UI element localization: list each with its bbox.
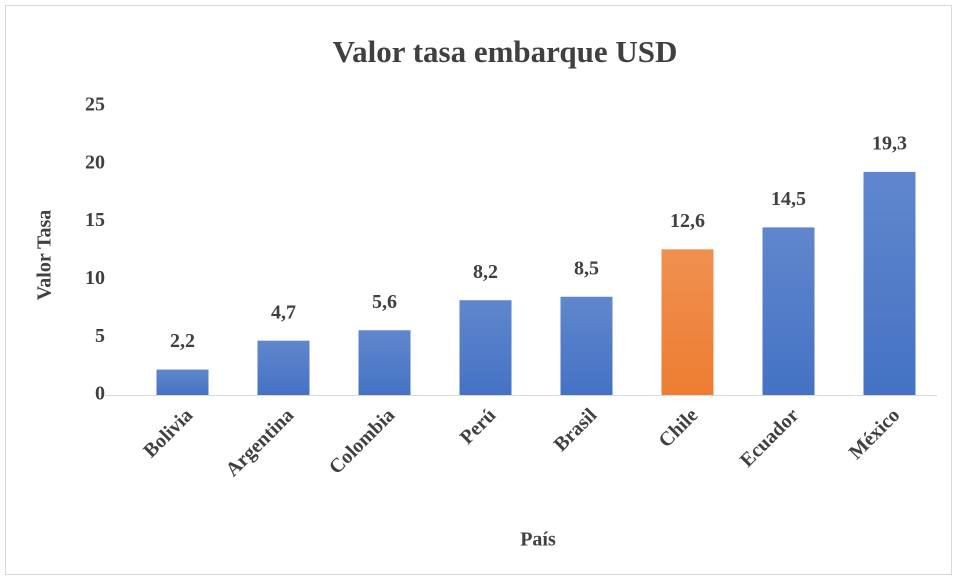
y-axis-label: Valor Tasa	[34, 210, 56, 301]
y-tick-label: 15	[85, 209, 105, 231]
bar	[358, 330, 411, 395]
bar	[560, 296, 613, 395]
bar	[156, 369, 209, 395]
data-label: 5,6	[372, 291, 397, 313]
bar	[661, 249, 714, 395]
bar	[459, 300, 512, 395]
data-label: 2,2	[170, 330, 195, 352]
data-label: 4,7	[271, 301, 296, 323]
bar	[863, 171, 916, 395]
bar	[257, 340, 310, 395]
chart-title: Valor tasa embarque USD	[333, 34, 678, 69]
y-tick-label: 5	[95, 325, 105, 347]
x-axis-label: País	[520, 529, 556, 551]
y-tick-label: 25	[85, 94, 105, 116]
y-tick-label: 10	[85, 267, 105, 289]
bar	[762, 227, 815, 395]
y-tick-label: 0	[95, 383, 105, 405]
y-tick-label: 20	[85, 151, 105, 173]
data-label: 12,6	[670, 210, 705, 232]
data-label: 19,3	[872, 132, 907, 154]
data-label: 8,5	[574, 257, 599, 279]
data-label: 14,5	[771, 188, 806, 210]
data-label: 8,2	[473, 261, 498, 283]
